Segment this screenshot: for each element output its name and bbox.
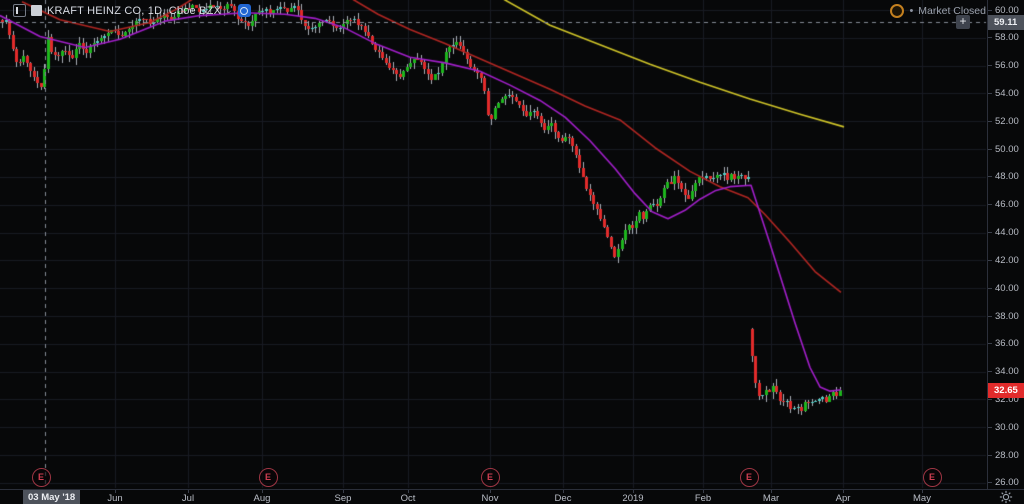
time-tick-mark — [343, 490, 344, 493]
time-tick-label: Jul — [181, 493, 195, 504]
chevron-down-icon[interactable]: ⌄ — [225, 5, 233, 15]
price-tick: 56.00 — [988, 60, 1024, 71]
status-dot-icon: • — [909, 4, 914, 17]
price-tick: 34.00 — [988, 366, 1024, 377]
time-tick-label: Sep — [334, 493, 352, 504]
time-tick-label: Apr — [835, 493, 851, 504]
delayed-data-icon[interactable] — [890, 3, 905, 18]
market-status-row: • Market Closed — [890, 3, 986, 18]
time-tick-mark — [115, 490, 116, 493]
exchange-badge-icon[interactable] — [237, 4, 251, 17]
layout-icon-bar — [16, 7, 18, 14]
earnings-marker[interactable]: E — [258, 467, 278, 487]
crosshair-date-label: 03 May '18 — [23, 490, 81, 504]
time-tick-label: 2019 — [622, 493, 644, 504]
time-tick-mark — [408, 490, 409, 493]
price-tick: 36.00 — [988, 338, 1024, 349]
earnings-marker[interactable]: E — [31, 467, 51, 487]
price-tick: 32.00 — [988, 394, 1024, 405]
time-tick-label: Nov — [481, 493, 499, 504]
time-tick-mark — [843, 490, 844, 493]
time-tick-mark — [490, 490, 491, 493]
price-axis[interactable]: 60.00 58.00 56.00 54.00 52.00 50.00 48.00 46.00… — [987, 0, 1024, 489]
time-tick-mark — [262, 490, 263, 493]
price-tick: 52.00 — [988, 116, 1024, 127]
price-tick: 44.00 — [988, 227, 1024, 238]
price-tick: 30.00 — [988, 422, 1024, 433]
price-tick: 40.00 — [988, 283, 1024, 294]
time-tick-label: Jun — [107, 493, 123, 504]
time-tick-mark — [771, 490, 772, 493]
price-tick: 46.00 — [988, 199, 1024, 210]
time-tick-label: May — [913, 493, 931, 504]
price-tick: 48.00 — [988, 171, 1024, 182]
time-tick-mark — [188, 490, 189, 493]
symbol-legend[interactable]: KRAFT HEINZ CO, 1D, Cboe BZX ⌄ — [13, 3, 251, 18]
earnings-marker[interactable]: E — [480, 467, 500, 487]
symbol-title[interactable]: KRAFT HEINZ CO, 1D, Cboe BZX — [47, 4, 222, 17]
price-tick: 42.00 — [988, 255, 1024, 266]
time-tick-mark — [563, 490, 564, 493]
symbol-logo — [31, 5, 42, 16]
price-tick: 50.00 — [988, 144, 1024, 155]
time-tick-mark — [703, 490, 704, 493]
time-tick-label: Feb — [694, 493, 712, 504]
price-tick: 26.00 — [988, 477, 1024, 488]
price-tick: 60.00 — [988, 5, 1024, 16]
layout-icon[interactable] — [13, 4, 26, 17]
time-tick-label: Aug — [253, 493, 271, 504]
settings-gear-icon[interactable] — [999, 490, 1013, 504]
price-tick: 28.00 — [988, 450, 1024, 461]
crosshair-price-label: 59.11 — [988, 14, 1024, 30]
earnings-marker[interactable]: E — [922, 467, 942, 487]
price-tick: 58.00 — [988, 32, 1024, 43]
time-tick-mark — [633, 490, 634, 493]
market-status-label: Market Closed — [918, 4, 986, 17]
add-alert-plus-button[interactable]: + — [956, 15, 970, 29]
exchange-badge-ring — [240, 6, 249, 15]
earnings-marker[interactable]: E — [739, 467, 759, 487]
time-tick-mark — [922, 490, 923, 493]
price-tick: 54.00 — [988, 88, 1024, 99]
last-price-label: 32.65 — [988, 382, 1024, 398]
time-tick-label: Dec — [554, 493, 572, 504]
time-axis[interactable]: Jun Jul Aug Sep Oct Nov Dec 2019 Feb Mar Apr May 03… — [0, 489, 1024, 504]
time-tick-label: Mar — [762, 493, 780, 504]
price-tick: 38.00 — [988, 311, 1024, 322]
time-tick-label: Oct — [400, 493, 416, 504]
